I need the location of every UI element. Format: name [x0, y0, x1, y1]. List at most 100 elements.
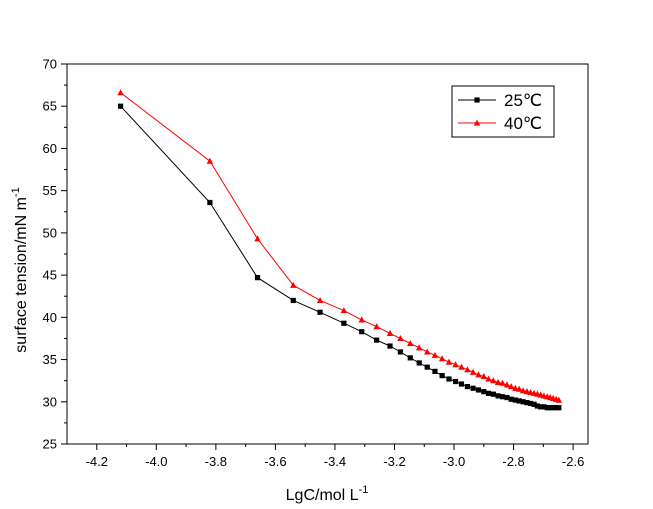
y-tick-label: 25 [43, 437, 57, 452]
y-axis-title-superscript: -1 [10, 187, 22, 197]
data-point [407, 355, 413, 361]
data-point [547, 405, 553, 411]
y-tick-label: 40 [43, 310, 57, 325]
x-tick-label: -3.8 [205, 454, 227, 469]
x-tick-label: -3.2 [383, 454, 405, 469]
x-tick-label: -2.6 [562, 454, 584, 469]
data-point [480, 372, 487, 380]
data-point [531, 401, 537, 407]
data-point [359, 329, 365, 335]
data-point [397, 334, 404, 342]
data-point [469, 368, 477, 375]
data-point [439, 373, 445, 379]
legend-label: 40℃ [504, 114, 542, 133]
data-point [519, 387, 527, 394]
y-tick-label: 50 [43, 225, 57, 240]
x-tick-label: -4.2 [86, 454, 108, 469]
y-tick-label: 45 [43, 268, 57, 283]
x-tick-label: -2.8 [502, 454, 524, 469]
data-point [341, 320, 347, 326]
x-tick-label: -3.4 [324, 454, 346, 469]
data-point [117, 103, 124, 109]
data-point [254, 275, 261, 281]
data-point [523, 388, 531, 395]
data-point [424, 348, 431, 355]
data-point [397, 349, 404, 355]
y-tick-label: 30 [43, 394, 57, 409]
data-point [490, 377, 497, 384]
x-tick-label: -4.0 [145, 454, 167, 469]
data-point [290, 281, 297, 288]
data-point [387, 343, 393, 349]
data-point [507, 383, 515, 390]
y-axis-title-text: surface tension/mN m [13, 197, 30, 353]
data-point [527, 400, 534, 407]
data-point [508, 396, 514, 402]
data-point [373, 323, 380, 330]
data-point [358, 316, 365, 323]
legend-marker [473, 119, 481, 126]
x-axis-title-superscript: -1 [359, 484, 369, 496]
data-point [516, 398, 522, 404]
data-point [520, 399, 526, 405]
data-point [527, 388, 534, 396]
data-point [386, 329, 394, 336]
data-point [117, 89, 124, 96]
data-point [553, 405, 559, 411]
plot-area: -4.2 -4.0 -3.8 -3.6 -3.4 -3.2 -3.0 -2.8 -2.6 25 30… [43, 57, 589, 469]
data-point [445, 358, 453, 365]
y-tick-label: 35 [43, 352, 57, 367]
y-tick-label: 55 [43, 183, 57, 198]
legend-box [451, 85, 555, 138]
data-point [424, 364, 430, 370]
data-point [524, 400, 530, 406]
data-point [432, 368, 438, 374]
data-point [431, 351, 439, 358]
series-line [120, 92, 559, 401]
y-tick-label: 70 [43, 57, 57, 72]
legend-marker [474, 97, 480, 103]
data-point [464, 383, 471, 390]
data-point [534, 403, 540, 409]
data-point [446, 376, 452, 382]
data-point [512, 384, 519, 391]
y-tick-label: 60 [43, 141, 57, 156]
data-point [544, 405, 550, 411]
x-axis-title-text: LgC/mol L [286, 487, 359, 504]
y-axis-title: surface tension/mN m-1 [10, 187, 30, 352]
data-point [504, 394, 510, 401]
data-point [416, 360, 422, 366]
data-point [499, 394, 506, 400]
data-point [438, 355, 446, 362]
data-point [541, 404, 547, 410]
data-point [516, 385, 523, 392]
data-point [503, 381, 511, 388]
data-point [555, 396, 563, 403]
data-point [475, 371, 482, 378]
data-point [475, 387, 482, 393]
data-point [340, 307, 348, 314]
data-point [490, 391, 496, 397]
data-point [464, 366, 471, 373]
x-axis-title: LgC/mol L-1 [286, 484, 369, 504]
data-point [452, 361, 459, 368]
series-line [120, 105, 559, 409]
data-point [550, 405, 556, 411]
data-point [494, 378, 502, 385]
data-point [415, 344, 423, 351]
data-point [512, 397, 518, 403]
data-point [556, 405, 562, 411]
data-point [254, 235, 261, 242]
data-point [407, 340, 414, 347]
data-point [481, 389, 487, 395]
data-point [485, 375, 492, 382]
data-point [470, 385, 476, 391]
data-point [374, 337, 380, 343]
data-point [499, 379, 506, 386]
x-tick-label: -3.6 [264, 454, 286, 469]
data-point [458, 381, 465, 387]
data-point [538, 404, 544, 410]
data-point [290, 297, 296, 304]
data-point [458, 363, 465, 370]
